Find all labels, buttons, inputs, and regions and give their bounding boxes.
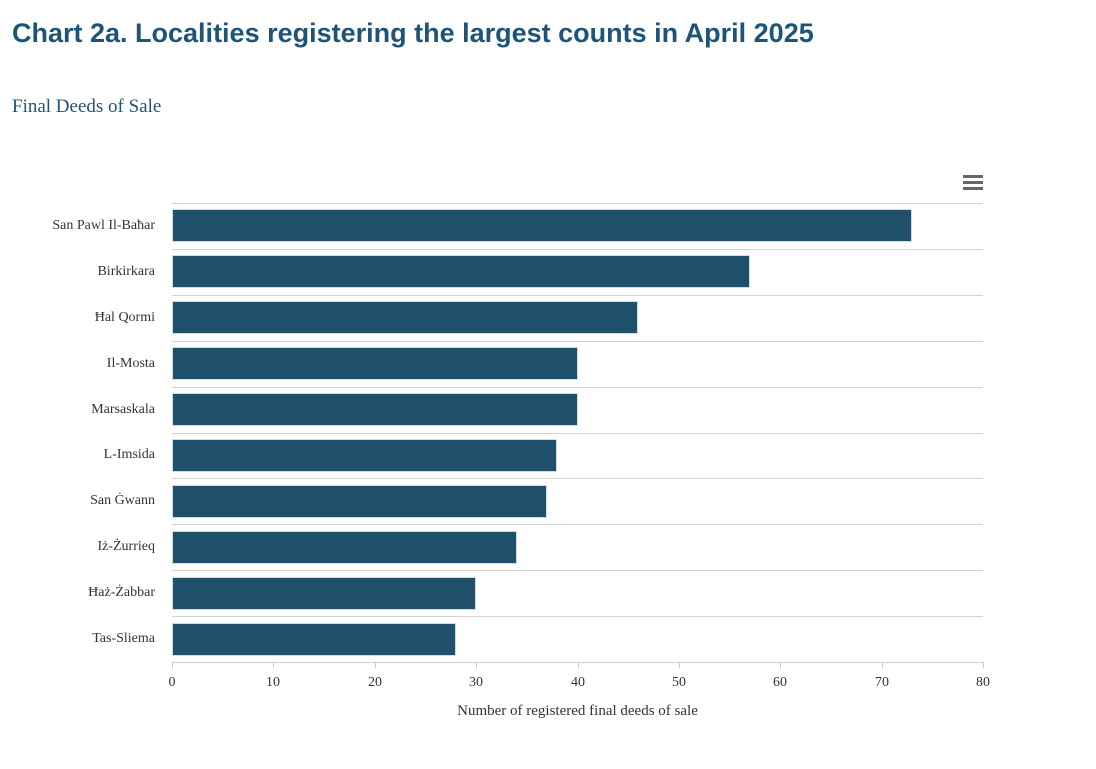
bar-tas-sliema [172, 623, 456, 656]
x-tick-mark [780, 663, 781, 668]
gridline [172, 478, 983, 479]
x-tick-label: 40 [571, 675, 585, 690]
gridline [172, 524, 983, 525]
bar-san-pawl-il-ba-ar [172, 209, 912, 242]
bar-l-imsida [172, 439, 557, 472]
chart-context-menu-button[interactable] [957, 169, 989, 195]
gridline [172, 203, 983, 204]
x-tick-mark [679, 663, 680, 668]
x-tick-mark [172, 663, 173, 668]
gridline [172, 616, 983, 617]
x-tick-mark [578, 663, 579, 668]
gridline [172, 295, 983, 296]
category-label: San Ġwann [90, 493, 155, 508]
bar-il-mosta [172, 347, 578, 380]
x-axis-title: Number of registered final deeds of sale [457, 703, 698, 719]
category-label: Il-Mosta [106, 356, 155, 371]
chart-title: Chart 2a. Localities registering the lar… [12, 18, 814, 48]
x-tick-mark [882, 663, 883, 668]
bar-san-wann [172, 485, 547, 518]
x-tick-mark [273, 663, 274, 668]
x-tick-mark [476, 663, 477, 668]
gridline [172, 341, 983, 342]
gridline [172, 387, 983, 388]
gridline [172, 570, 983, 571]
chart-subtitle: Final Deeds of Sale [12, 96, 162, 117]
category-label: Birkirkara [97, 264, 155, 279]
bar--al-qormi [172, 301, 638, 334]
hamburger-menu-icon [963, 180, 983, 184]
x-tick-label: 30 [469, 675, 483, 690]
x-tick-mark [983, 663, 984, 668]
x-tick-label: 50 [672, 675, 686, 690]
gridline [172, 249, 983, 250]
category-label: Marsaskala [91, 402, 155, 417]
bar-birkirkara [172, 255, 750, 288]
category-label: L-Imsida [103, 447, 155, 462]
x-tick-label: 10 [266, 675, 280, 690]
plot-area [172, 203, 983, 663]
category-label: Ħal Qormi [94, 310, 155, 325]
bar-i-urrieq [172, 531, 517, 564]
x-tick-label: 0 [168, 675, 176, 690]
x-tick-label: 20 [368, 675, 382, 690]
category-label: San Pawl Il-Baħar [52, 218, 155, 233]
category-label: Iż-Żurrieq [97, 539, 155, 554]
category-label: Tas-Sliema [92, 631, 155, 646]
x-tick-mark [375, 663, 376, 668]
x-tick-label: 60 [773, 675, 787, 690]
bar-marsaskala [172, 393, 578, 426]
x-axis-line [172, 662, 984, 663]
bar--a-abbar [172, 577, 476, 610]
x-tick-label: 70 [875, 675, 889, 690]
x-tick-label: 80 [976, 675, 990, 690]
category-label: Ħaż-Żabbar [88, 585, 155, 600]
gridline [172, 433, 983, 434]
